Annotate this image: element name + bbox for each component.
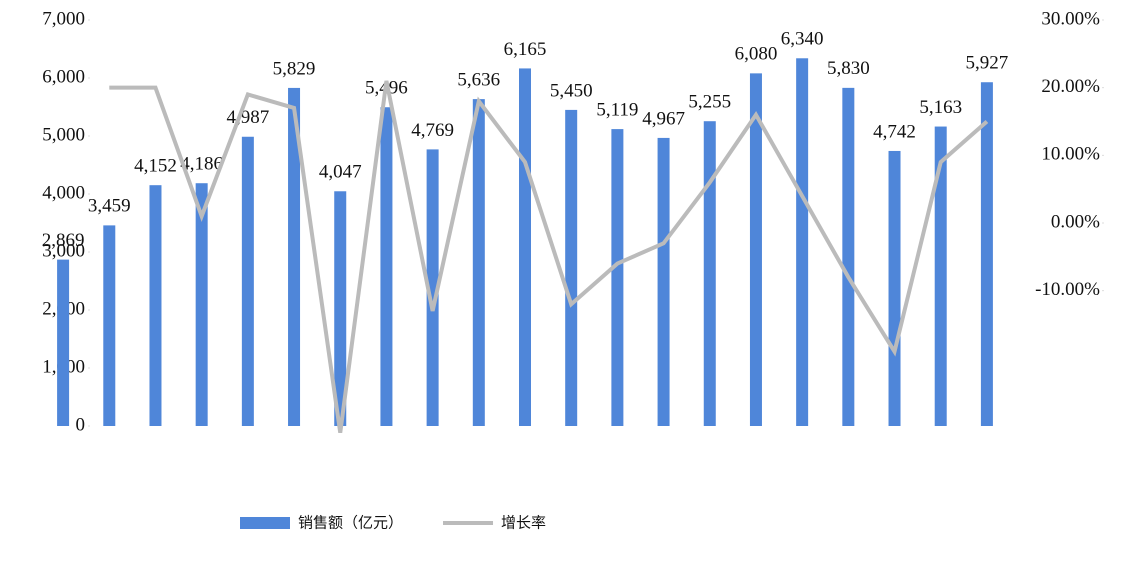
y-tick-label: 7,000 xyxy=(42,8,85,29)
bar xyxy=(380,107,393,427)
bar xyxy=(842,87,855,427)
data-label: 5,927 xyxy=(966,53,1009,74)
data-label: 2,869 xyxy=(42,230,85,251)
bar xyxy=(57,259,70,426)
data-label: 5,163 xyxy=(919,97,962,118)
bar xyxy=(519,68,531,427)
bar xyxy=(980,82,993,426)
y2-tick-label: 20.00% xyxy=(1041,76,1100,97)
legend-label: 增长率 xyxy=(501,514,546,532)
data-label: 4,987 xyxy=(226,107,269,128)
data-label: 5,636 xyxy=(457,69,500,90)
data-label: 4,186 xyxy=(180,154,223,175)
data-label: 4,047 xyxy=(319,162,362,183)
bar xyxy=(565,109,578,427)
bar xyxy=(149,185,162,426)
data-label: 4,967 xyxy=(642,108,685,129)
data-label: 4,769 xyxy=(411,120,454,141)
data-label: 4,152 xyxy=(134,156,177,177)
bar xyxy=(241,136,254,426)
legend-label: 销售额（亿元） xyxy=(298,514,403,532)
bar xyxy=(749,73,762,427)
bar xyxy=(888,150,901,427)
y-tick-label: 6,000 xyxy=(42,66,85,87)
y-tick-label: 5,000 xyxy=(42,124,85,145)
bar xyxy=(611,129,624,426)
data-label: 6,165 xyxy=(504,39,547,60)
data-label: 4,742 xyxy=(873,121,916,142)
bar xyxy=(334,191,347,426)
data-label: 5,255 xyxy=(688,92,731,113)
y-tick-label: 3,000 xyxy=(42,240,85,261)
bar xyxy=(195,183,208,426)
bar xyxy=(103,225,116,426)
data-label: 6,080 xyxy=(735,44,778,65)
bar xyxy=(288,87,301,426)
bar xyxy=(934,126,947,427)
bar xyxy=(657,137,670,426)
legend: 销售额（亿元） 增长率 xyxy=(240,514,546,532)
data-label: 5,830 xyxy=(827,58,870,79)
y2-tick-label: 0.00% xyxy=(1051,211,1100,232)
data-label: 3,459 xyxy=(88,196,131,217)
bar xyxy=(796,58,809,426)
bar xyxy=(426,149,439,426)
data-label: 5,119 xyxy=(596,99,638,120)
y2-tick-label: 30.00% xyxy=(1041,8,1100,29)
data-label: 6,340 xyxy=(781,29,824,50)
legend-swatch xyxy=(240,517,290,529)
data-label: 5,829 xyxy=(273,58,316,79)
y-tick-label: 0 xyxy=(76,414,86,435)
growth-line xyxy=(109,80,989,434)
y2-tick-label: 10.00% xyxy=(1041,144,1100,165)
bar xyxy=(472,99,485,426)
y2-tick-label: -10.00% xyxy=(1035,279,1100,300)
bar xyxy=(703,121,716,427)
data-label: 5,450 xyxy=(550,80,593,101)
y-tick-label: 4,000 xyxy=(42,182,85,203)
